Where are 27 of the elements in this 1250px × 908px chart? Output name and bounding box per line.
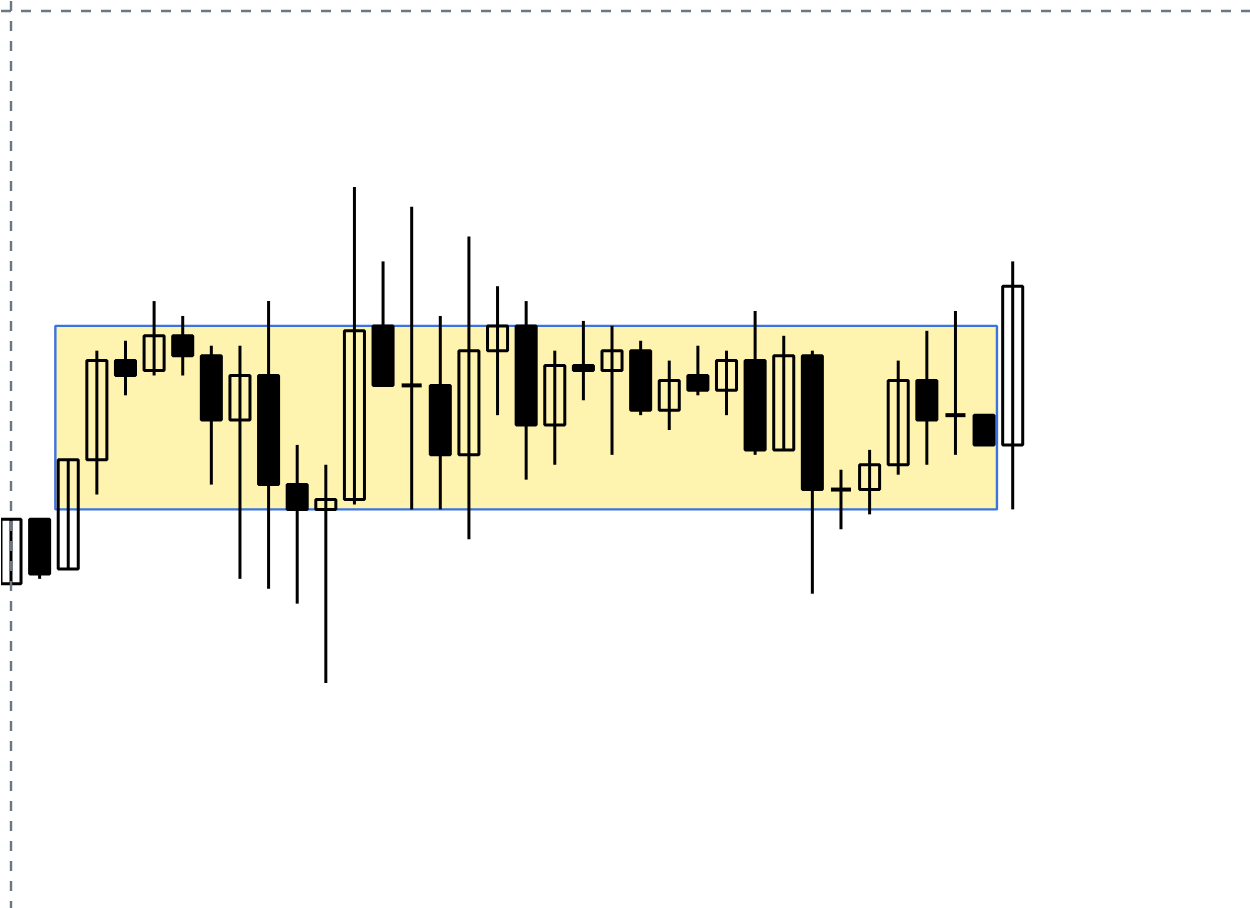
candlestick: [657, 359, 681, 432]
candlestick: [56, 458, 80, 571]
candlestick: [314, 463, 338, 685]
candlestick: [828, 468, 853, 531]
candlestick: [972, 413, 996, 447]
candlestick: [171, 314, 195, 377]
candlestick: [915, 329, 939, 467]
candlestick: [686, 344, 710, 397]
candlestick: [342, 185, 366, 506]
candlestick: [457, 235, 481, 541]
candlestick: [85, 349, 109, 497]
candlestick: [228, 344, 252, 581]
candlestick: [1001, 259, 1025, 511]
candlestick: [714, 349, 739, 417]
candlestick: [543, 349, 567, 467]
candlestick: [113, 339, 137, 397]
candlestick: [142, 299, 166, 377]
candlestick: [285, 443, 309, 606]
candlestick: [399, 205, 424, 511]
candlestick: [600, 324, 624, 457]
candlestick: [886, 359, 910, 477]
candlestick: [772, 334, 796, 452]
candlestick: [571, 319, 595, 402]
candlestick: [943, 309, 968, 457]
candlestick: [1, 517, 23, 586]
candlestick: [858, 448, 882, 516]
candlestick: [486, 284, 510, 417]
